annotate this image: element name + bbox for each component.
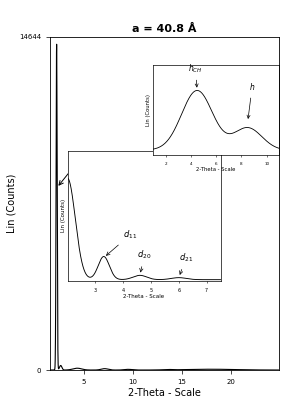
Text: $d_{10}$: $d_{10}$ [59,151,90,185]
Text: $h$: $h$ [247,81,255,118]
X-axis label: 2-Theta - Scale: 2-Theta - Scale [123,294,165,299]
Y-axis label: Lin (Counts): Lin (Counts) [6,174,16,233]
Y-axis label: Lin (Counts): Lin (Counts) [146,94,151,126]
Text: $d_{20}$: $d_{20}$ [137,249,151,272]
X-axis label: 2-Theta - Scale: 2-Theta - Scale [196,167,236,172]
Title: a = 40.8 Å: a = 40.8 Å [132,24,197,35]
Text: $d_{11}$: $d_{11}$ [106,228,137,255]
Text: $h_{CH}$: $h_{CH}$ [188,62,203,87]
X-axis label: 2-Theta - Scale: 2-Theta - Scale [128,388,201,398]
Text: $d_{21}$: $d_{21}$ [179,252,193,274]
Y-axis label: Lin (Counts): Lin (Counts) [61,199,66,232]
